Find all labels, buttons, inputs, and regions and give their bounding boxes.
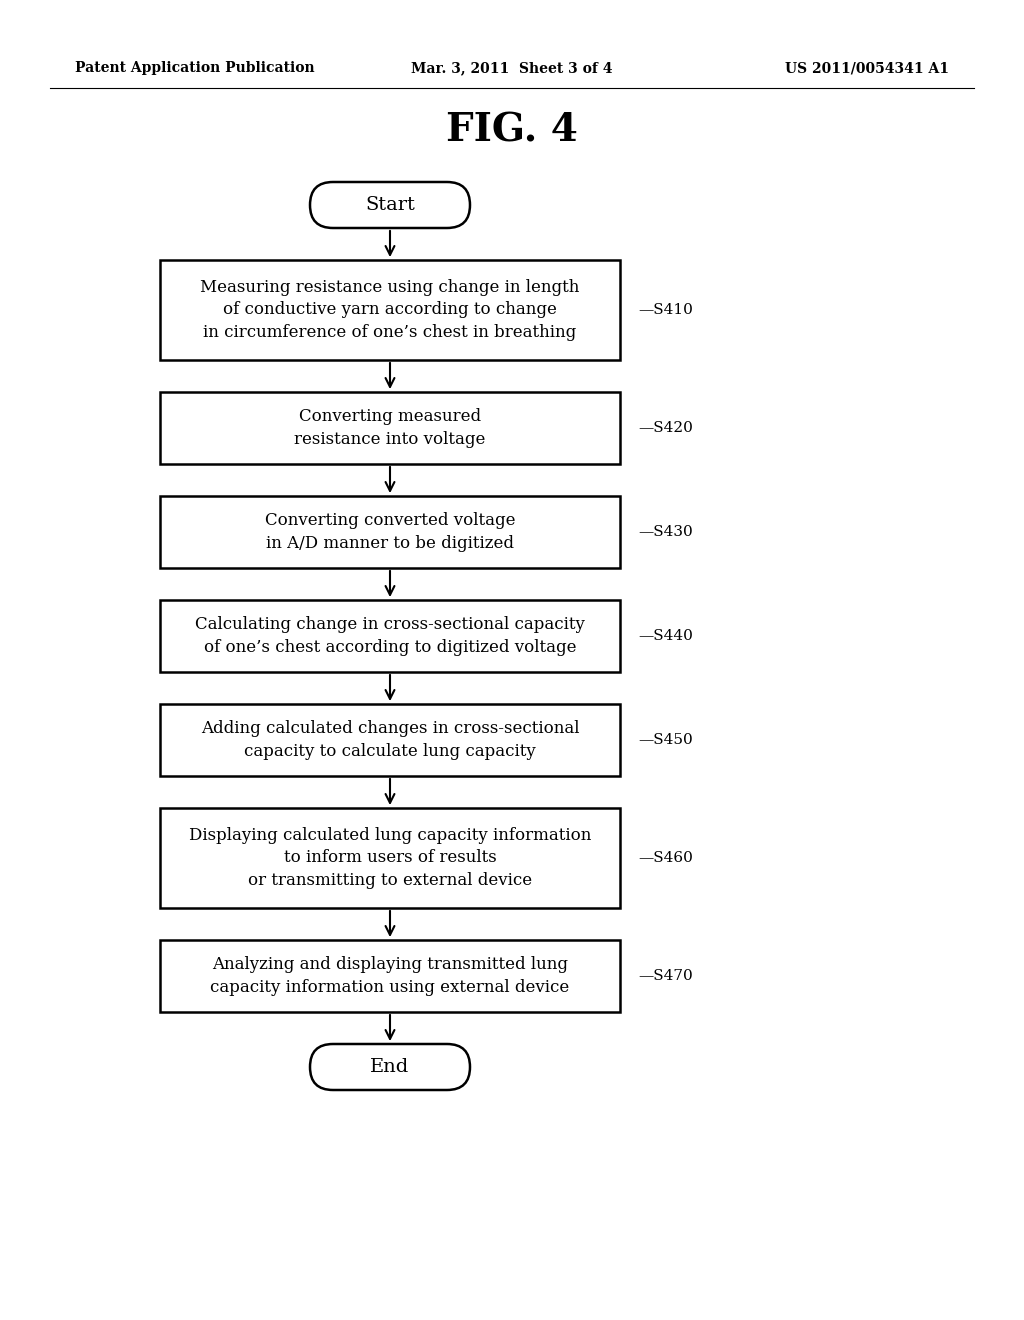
FancyBboxPatch shape [310,1044,470,1090]
Text: —S420: —S420 [638,421,693,436]
Text: Analyzing and displaying transmitted lung
capacity information using external de: Analyzing and displaying transmitted lun… [210,956,569,995]
Bar [160,940,620,1012]
Text: End: End [371,1059,410,1076]
Text: Mar. 3, 2011  Sheet 3 of 4: Mar. 3, 2011 Sheet 3 of 4 [412,61,612,75]
Bar [160,260,620,360]
Text: FIG. 4: FIG. 4 [446,111,578,149]
FancyBboxPatch shape [310,182,470,228]
Text: Adding calculated changes in cross-sectional
capacity to calculate lung capacity: Adding calculated changes in cross-secti… [201,721,580,760]
Text: —S450: —S450 [638,733,693,747]
Text: —S470: —S470 [638,969,693,983]
Text: —S410: —S410 [638,304,693,317]
Text: Start: Start [366,195,415,214]
Bar [160,704,620,776]
Text: Calculating change in cross-sectional capacity
of one’s chest according to digit: Calculating change in cross-sectional ca… [195,616,585,656]
Bar [160,496,620,568]
Text: —S440: —S440 [638,630,693,643]
Bar [160,392,620,465]
Text: Converting measured
resistance into voltage: Converting measured resistance into volt… [294,408,485,447]
Text: —S430: —S430 [638,525,693,539]
Bar [160,808,620,908]
Text: US 2011/0054341 A1: US 2011/0054341 A1 [785,61,949,75]
Text: Patent Application Publication: Patent Application Publication [75,61,314,75]
Text: Displaying calculated lung capacity information
to inform users of results
or tr: Displaying calculated lung capacity info… [188,826,591,890]
Text: —S460: —S460 [638,851,693,865]
Text: Measuring resistance using change in length
of conductive yarn according to chan: Measuring resistance using change in len… [201,279,580,342]
Text: Converting converted voltage
in A/D manner to be digitized: Converting converted voltage in A/D mann… [265,512,515,552]
Bar [160,601,620,672]
